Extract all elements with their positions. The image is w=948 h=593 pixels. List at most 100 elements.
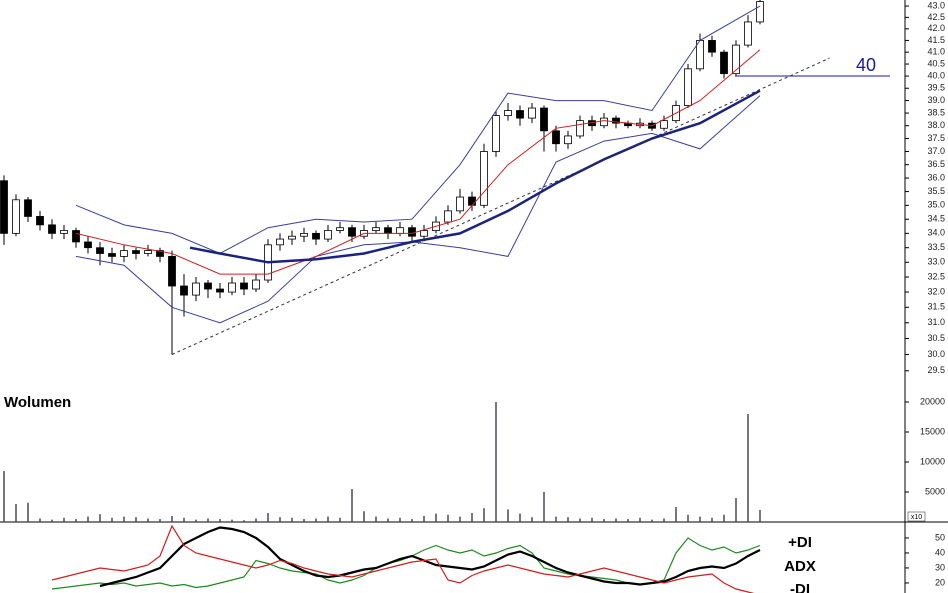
candle-body bbox=[576, 120, 584, 137]
candle-body bbox=[180, 285, 188, 296]
volume-bar bbox=[279, 517, 281, 522]
volume-bar bbox=[207, 518, 209, 522]
candle-body bbox=[720, 51, 728, 75]
y-tick-label: 30.5 bbox=[927, 333, 945, 343]
y-tick-label: 50 bbox=[935, 532, 945, 542]
y-tick-label: 37.5 bbox=[927, 133, 945, 143]
overlay-line bbox=[171, 57, 830, 355]
candle-body bbox=[516, 110, 524, 119]
candle-body bbox=[456, 196, 464, 212]
y-tick-label: 30.0 bbox=[927, 349, 945, 359]
volume-bar bbox=[51, 519, 53, 522]
candle-body bbox=[204, 282, 212, 290]
candle-body bbox=[684, 68, 692, 106]
candle-body bbox=[0, 180, 8, 234]
candle-body bbox=[312, 232, 320, 240]
candle-body bbox=[396, 227, 404, 234]
volume-bar bbox=[363, 511, 365, 522]
volume-title: Wolumen bbox=[4, 394, 71, 411]
candle-body bbox=[756, 1, 764, 23]
volume-bar bbox=[171, 516, 173, 522]
candle-body bbox=[192, 282, 200, 296]
candle-body bbox=[348, 227, 356, 237]
volume-bar bbox=[75, 519, 77, 522]
volume-bar bbox=[123, 516, 125, 522]
y-tick-label: 40.0 bbox=[927, 70, 945, 80]
y-tick-label: 29.5 bbox=[927, 365, 945, 375]
candle-body bbox=[132, 250, 140, 254]
candle-body bbox=[504, 110, 512, 116]
volume-bar bbox=[759, 510, 761, 522]
candle-body bbox=[36, 216, 44, 226]
volume-bar bbox=[747, 414, 749, 522]
y-tick-label: 36.5 bbox=[927, 159, 945, 169]
volume-bar bbox=[291, 517, 293, 522]
volume-bar bbox=[603, 519, 605, 522]
volume-bar bbox=[423, 516, 425, 522]
candle-body bbox=[324, 230, 332, 240]
candle-body bbox=[444, 210, 452, 223]
volume-bar bbox=[663, 518, 665, 522]
candle-body bbox=[96, 247, 104, 254]
y-tick-label: 41.0 bbox=[927, 47, 945, 57]
volume-bar bbox=[15, 504, 17, 522]
legend-label: +DI bbox=[788, 534, 812, 551]
volume-bar bbox=[495, 402, 497, 522]
volume-bar bbox=[567, 517, 569, 522]
volume-bar bbox=[675, 507, 677, 522]
volume-bar bbox=[435, 513, 437, 522]
volume-bar bbox=[219, 519, 221, 522]
volume-bar bbox=[735, 498, 737, 522]
candle-body bbox=[408, 227, 416, 237]
y-tick-label: 5000 bbox=[925, 486, 945, 496]
candle-body bbox=[60, 230, 68, 234]
candle-body bbox=[372, 227, 380, 231]
candle-body bbox=[300, 232, 308, 237]
volume-bar bbox=[195, 519, 197, 522]
y-tick-label: 40.5 bbox=[927, 58, 945, 68]
y-tick-label: 10000 bbox=[920, 456, 945, 466]
candle-body bbox=[420, 230, 428, 237]
overlay-line bbox=[189, 89, 761, 264]
y-tick-label: 36.0 bbox=[927, 172, 945, 182]
y-tick-label: 35.5 bbox=[927, 186, 945, 196]
volume-bar bbox=[351, 489, 353, 522]
volume-bar bbox=[399, 517, 401, 522]
y-tick-label: 31.0 bbox=[927, 317, 945, 327]
y-tick-label: 40 bbox=[935, 547, 945, 557]
candle-body bbox=[480, 151, 488, 206]
candle-body bbox=[48, 224, 56, 234]
overlay-line bbox=[75, 49, 761, 275]
volume-bar bbox=[591, 517, 593, 522]
candle-body bbox=[732, 44, 740, 75]
y-tick-label: 15000 bbox=[920, 426, 945, 436]
y-tick-label: 38.5 bbox=[927, 107, 945, 117]
candle-body bbox=[612, 117, 620, 124]
y-tick-label: 43.0 bbox=[927, 0, 945, 10]
candle-body bbox=[552, 130, 560, 145]
volume-bar bbox=[543, 492, 545, 522]
y-tick-label: 41.5 bbox=[927, 35, 945, 45]
y-tick-label: 32.0 bbox=[927, 286, 945, 296]
candle-body bbox=[384, 227, 392, 234]
volume-bar bbox=[3, 471, 5, 522]
volume-bar bbox=[687, 514, 689, 522]
y-tick-label: 34.5 bbox=[927, 214, 945, 224]
candle-body bbox=[336, 227, 344, 231]
candle-body bbox=[156, 250, 164, 257]
volume-bar bbox=[99, 514, 101, 522]
volume-bar bbox=[303, 519, 305, 522]
volume-bar bbox=[111, 517, 113, 522]
volume-bar bbox=[327, 516, 329, 522]
candle-body bbox=[660, 120, 668, 129]
volume-bar bbox=[147, 518, 149, 522]
volume-bar bbox=[651, 519, 653, 522]
volume-bar bbox=[555, 516, 557, 522]
legend-label: ADX bbox=[784, 558, 816, 575]
volume-bar bbox=[87, 516, 89, 522]
y-tick-label: 34.0 bbox=[927, 228, 945, 238]
volume-bar bbox=[519, 513, 521, 522]
candle-body bbox=[72, 230, 80, 243]
